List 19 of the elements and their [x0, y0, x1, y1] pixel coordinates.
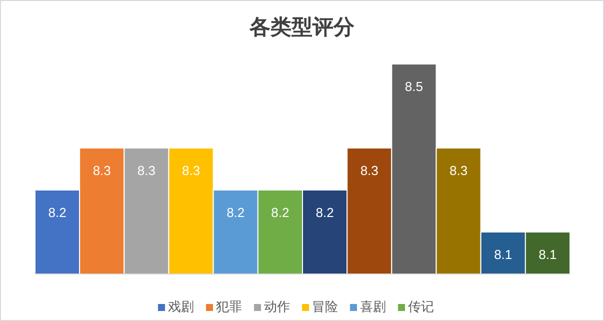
data-label: 8.5 [404, 79, 423, 94]
data-label: 8.3 [137, 163, 156, 178]
data-label: 8.2 [316, 205, 334, 220]
data-label: 8.1 [538, 247, 557, 262]
legend-label: 传记 [408, 299, 434, 314]
data-label: 8.3 [92, 163, 111, 178]
chart-title: 各类型评分 [248, 16, 356, 39]
data-label: 8.2 [226, 205, 245, 220]
legend-label: 喜剧 [360, 299, 386, 314]
data-label: 8.2 [48, 205, 66, 220]
data-label: 8.3 [450, 163, 468, 178]
legend-label: 戏剧 [168, 299, 194, 314]
legend-label: 犯罪 [216, 299, 242, 314]
legend-label: 动作 [264, 299, 290, 314]
data-label: 8.3 [360, 163, 378, 178]
data-label: 8.1 [494, 247, 512, 262]
legend-label: 冒险 [312, 299, 338, 314]
data-label: 8.2 [271, 205, 290, 220]
data-label: 8.3 [182, 163, 200, 178]
